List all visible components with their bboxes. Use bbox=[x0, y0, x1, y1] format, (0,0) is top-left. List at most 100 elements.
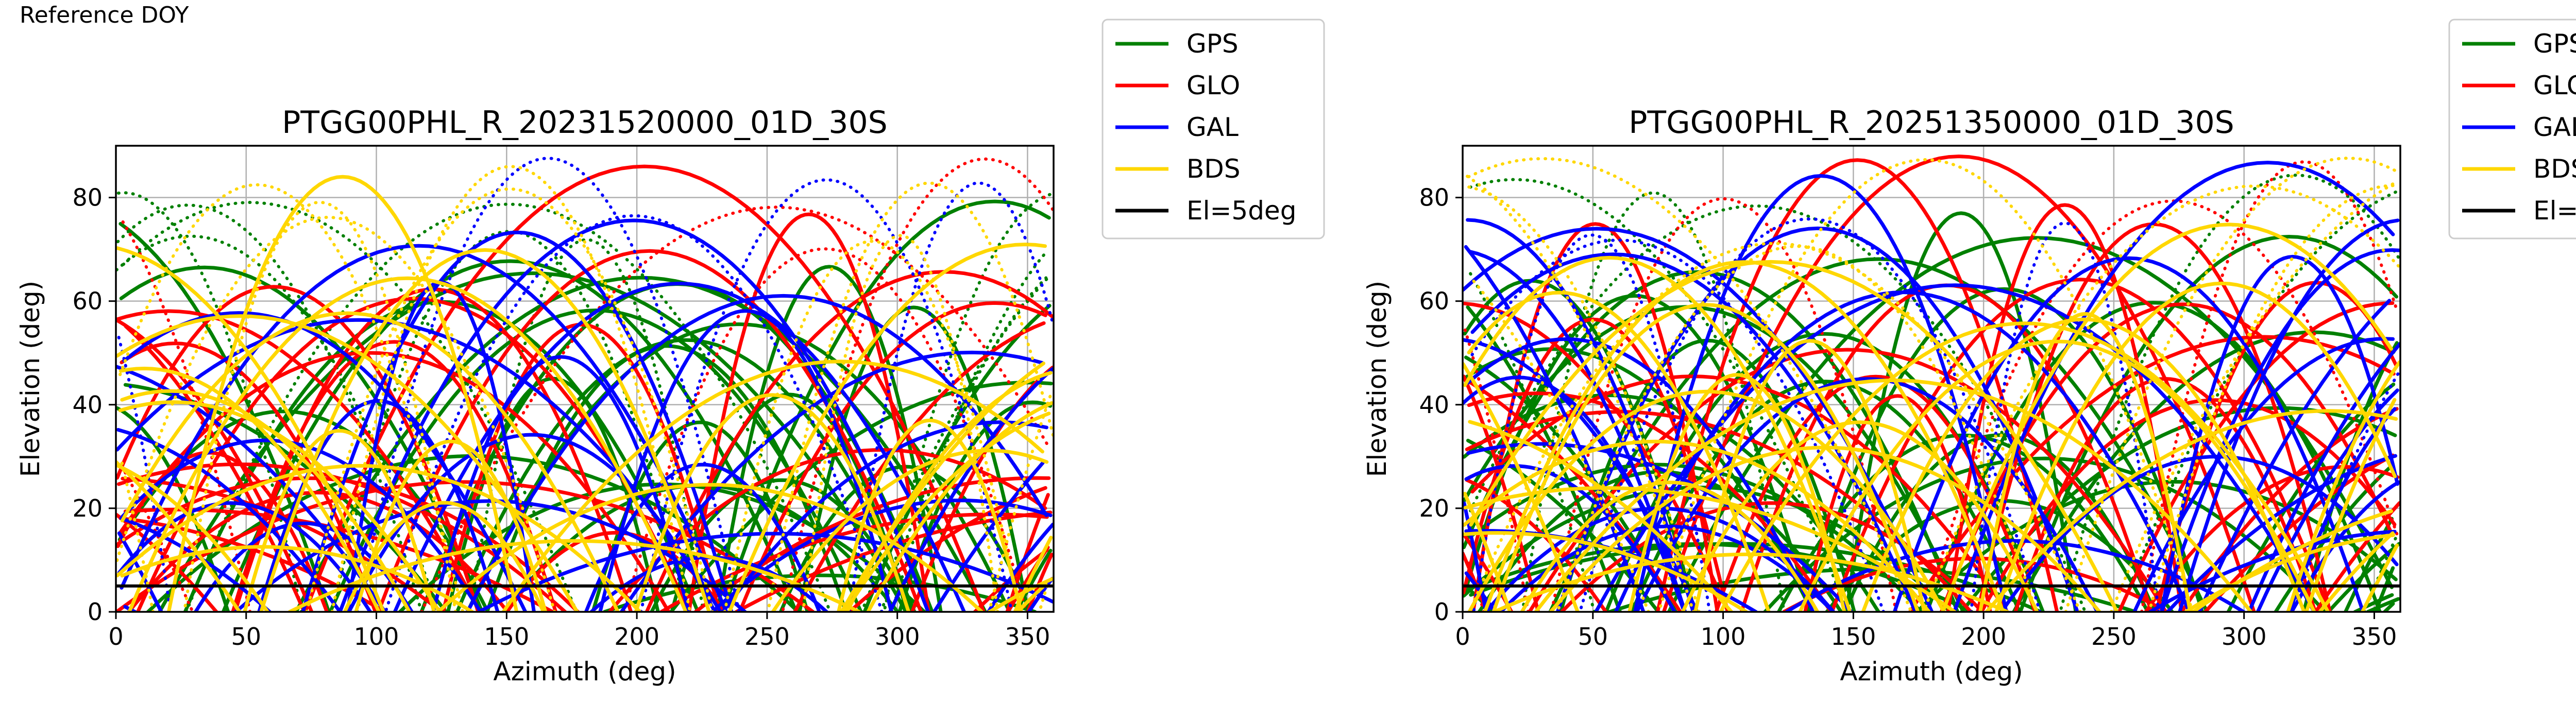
bds-track bbox=[354, 439, 548, 612]
bds-track bbox=[120, 389, 1054, 612]
bds-track bbox=[305, 187, 714, 612]
legend-label-glo: GLO bbox=[1187, 71, 1240, 100]
gps-track bbox=[1925, 301, 2382, 612]
bds-track bbox=[1657, 158, 2194, 612]
bds-track bbox=[1467, 290, 2400, 612]
gal-track bbox=[1468, 248, 2400, 612]
x-tick-label: 100 bbox=[354, 623, 399, 650]
bds-track bbox=[182, 200, 457, 612]
glo-track bbox=[1830, 278, 2331, 612]
legend-label-el-5deg: El=5deg bbox=[2533, 196, 2576, 226]
legend-label-gal: GAL bbox=[1187, 112, 1239, 142]
x-tick-label: 250 bbox=[2091, 623, 2137, 650]
x-tick-label: 350 bbox=[2352, 623, 2397, 650]
legend-label-bds: BDS bbox=[2533, 154, 2576, 184]
gal-track bbox=[1472, 233, 1711, 612]
gal-track bbox=[1635, 377, 2099, 612]
y-tick-label: 20 bbox=[72, 494, 103, 522]
bds-track bbox=[1469, 260, 2399, 612]
gps-track bbox=[1467, 174, 2400, 612]
legend-box bbox=[1101, 19, 1325, 239]
skyplot-chart-2023: 0 50 100 150 200 250 300 350 0 20 40 60 80 Azimuth (d… bbox=[15, 19, 1325, 687]
glo-track bbox=[1714, 374, 2037, 612]
x-tick-label: 350 bbox=[1005, 623, 1050, 650]
x-tick-label: 300 bbox=[2222, 623, 2267, 650]
series-bds bbox=[1463, 157, 2400, 612]
y-tick-label: 60 bbox=[72, 287, 103, 315]
series-gal bbox=[1463, 161, 2400, 612]
x-tick-label: 100 bbox=[1701, 623, 1746, 650]
bds-track bbox=[259, 248, 711, 612]
gal-track bbox=[1463, 375, 2397, 612]
gal-track bbox=[355, 157, 741, 612]
legend: GPS GLO GAL BDS El=5deg bbox=[2448, 19, 2576, 239]
y-axis-label: Elevation (deg) bbox=[1362, 281, 1392, 477]
plot-frame bbox=[1462, 145, 2401, 613]
bds-track bbox=[1628, 373, 1846, 612]
legend-label-gps: GPS bbox=[2533, 29, 2576, 59]
bds-track bbox=[1466, 157, 2397, 612]
y-tick-label: 40 bbox=[72, 391, 103, 419]
gal-track bbox=[431, 355, 691, 612]
bds-track bbox=[330, 165, 692, 612]
bds-track bbox=[127, 276, 688, 612]
bds-track bbox=[1492, 303, 1920, 612]
bds-track bbox=[1861, 317, 2306, 612]
x-tick-label: 300 bbox=[875, 623, 920, 650]
y-tick-label: 40 bbox=[1419, 391, 1449, 419]
bds-track bbox=[1463, 255, 2397, 612]
gal-track bbox=[117, 294, 1048, 612]
tracks-layer bbox=[1463, 155, 2400, 612]
bds-track bbox=[116, 243, 1047, 612]
bds-track bbox=[801, 234, 999, 612]
bds-track bbox=[1467, 157, 2396, 612]
legend-label-gal: GAL bbox=[2533, 112, 2576, 142]
bds-track bbox=[723, 239, 1022, 612]
gal-track bbox=[1467, 238, 2400, 612]
bds-track bbox=[287, 539, 861, 612]
bds-track bbox=[116, 215, 1049, 612]
skyplot-chart-2025: 0 50 100 150 200 250 300 350 0 20 40 60 80 Azimuth (d… bbox=[1362, 19, 2576, 687]
gal-track bbox=[1578, 217, 2042, 612]
chart-title: PTGG00PHL_R_20251350000_01D_30S bbox=[1629, 105, 2234, 141]
bds-track bbox=[1470, 184, 2400, 612]
x-tick-label: 200 bbox=[1961, 623, 2006, 650]
series-bds bbox=[116, 165, 1054, 612]
gal-track bbox=[393, 281, 966, 612]
bds-track bbox=[343, 501, 546, 612]
x-axis-label: Azimuth (deg) bbox=[1840, 657, 2023, 687]
legend-label-el-5deg: El=5deg bbox=[1187, 196, 1296, 226]
legend-label-gps: GPS bbox=[1187, 29, 1239, 59]
x-tick-label: 150 bbox=[484, 623, 529, 650]
bds-track bbox=[1520, 481, 1820, 612]
chart-title: PTGG00PHL_R_20231520000_01D_30S bbox=[282, 105, 887, 141]
glo-track bbox=[1528, 348, 2168, 612]
gal-track bbox=[1969, 221, 2160, 612]
gps-track bbox=[716, 265, 943, 612]
bds-track bbox=[1463, 439, 2395, 612]
x-tick-label: 200 bbox=[614, 623, 659, 650]
y-axis-label: Elevation (deg) bbox=[15, 281, 45, 477]
gps-track bbox=[1804, 287, 2205, 612]
glo-track bbox=[622, 247, 1028, 612]
gal-track bbox=[584, 462, 821, 612]
x-tick-label: 250 bbox=[744, 623, 790, 650]
x-tick-label: 150 bbox=[1831, 623, 1876, 650]
bds-track bbox=[118, 183, 1053, 612]
x-tick-label: 0 bbox=[1455, 623, 1470, 650]
x-tick-label: 50 bbox=[231, 623, 262, 650]
glo-track bbox=[231, 340, 558, 612]
y-tick-label: 20 bbox=[1419, 494, 1449, 522]
y-tick-label: 80 bbox=[72, 184, 103, 212]
y-tick-label: 0 bbox=[88, 598, 103, 626]
glo-track bbox=[120, 205, 1049, 612]
glo-track bbox=[2013, 377, 2317, 612]
plot-frame bbox=[115, 145, 1055, 613]
bds-track bbox=[116, 314, 1045, 612]
gal-track bbox=[1633, 174, 2008, 612]
gal-track bbox=[257, 399, 500, 612]
x-tick-label: 50 bbox=[1578, 623, 1608, 650]
bds-track bbox=[1798, 339, 2316, 612]
bds-track bbox=[119, 181, 1054, 612]
y-tick-label: 60 bbox=[1419, 287, 1449, 315]
